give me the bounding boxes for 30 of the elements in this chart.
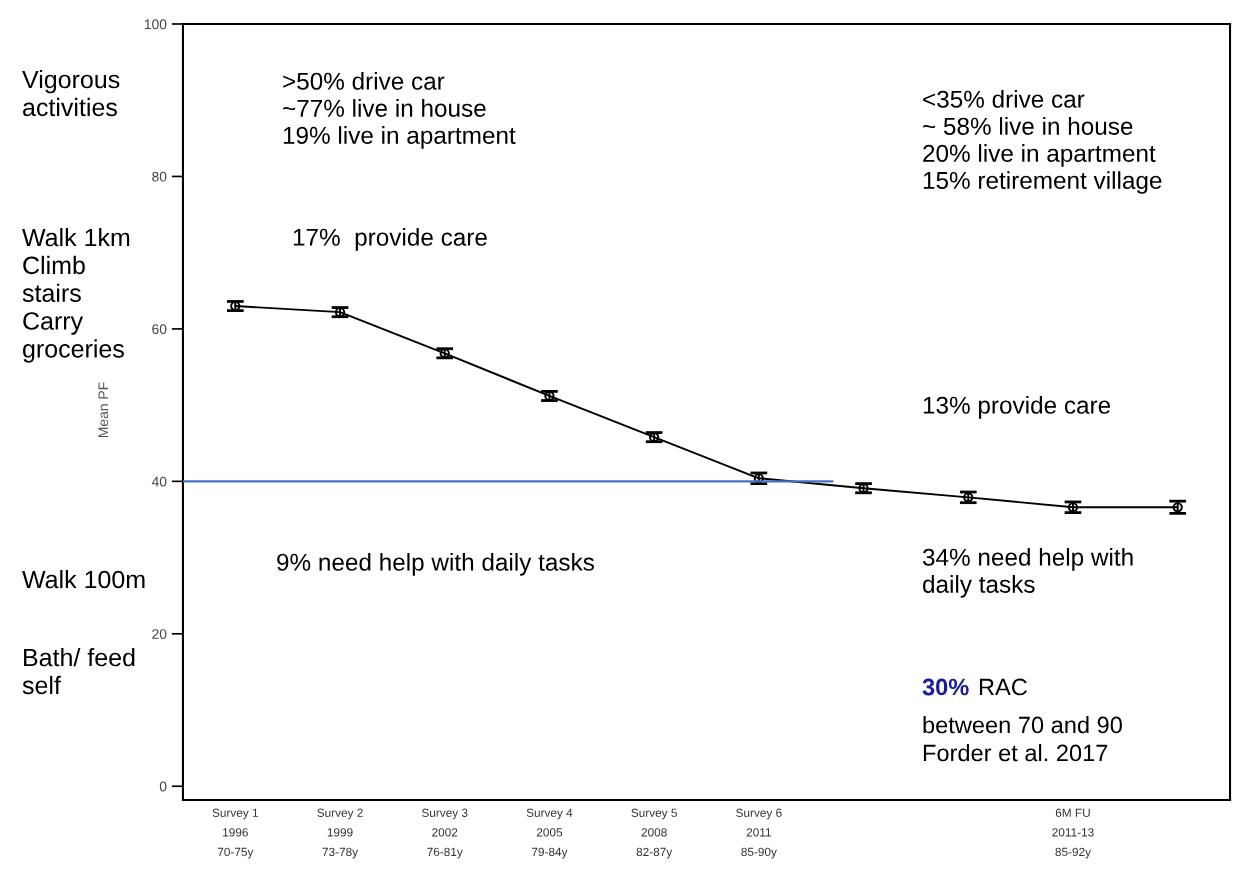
point (1172, 502, 1183, 513)
text: Walk 100m (22, 570, 145, 589)
annotation: between 70 and 90 Forder et al. 2017 (923, 716, 1122, 762)
annotation: 34% need help with daily tasks (922, 548, 1133, 598)
annotation: RAC (979, 678, 1027, 696)
x-tick-label: Survey 2 1999 73-78y (317, 808, 363, 859)
y-tick-label: 20 (152, 629, 167, 639)
x-tick-label: Survey 5 2008 82-87y (631, 808, 677, 859)
point (1067, 502, 1079, 513)
annotation: 13% provide care (923, 396, 1111, 419)
annotation: 30% (922, 678, 969, 696)
x-tick-label: Survey 3 2002 76-81y (421, 808, 468, 859)
x-tick-label: Survey 1 1996 70-75y (212, 808, 259, 859)
annotation: >50% drive car ~77% live in house 19% live in apartment (283, 72, 516, 149)
text: Walk 1km Climb stairs Carry groceries (22, 228, 130, 363)
y-tick-label: 100 (144, 19, 167, 30)
annotation: 9% need help with daily tasks (277, 553, 594, 576)
annotation: <35% drive car ~ 58% live in house 20% live in apartment 15% retirement village (923, 90, 1162, 194)
text: Vigorous activities (22, 70, 120, 117)
y-tick-label: 60 (152, 324, 167, 335)
x-tick-label: 6M FU 2011-13 85-92y (1052, 808, 1094, 859)
y-tick-label: 80 (152, 171, 167, 182)
y-tick-label: 40 (151, 476, 167, 487)
x-tick-label: Survey 6 2011 85-90y (736, 808, 782, 859)
y-tick-label: 0 (159, 781, 167, 792)
annotation: 17% provide care (293, 228, 487, 251)
point (963, 492, 974, 503)
x-tick-label: Survey 4 2005 79-84y (526, 808, 573, 859)
text: Bath/ feed self (22, 648, 135, 695)
text: Mean PF (98, 382, 109, 438)
